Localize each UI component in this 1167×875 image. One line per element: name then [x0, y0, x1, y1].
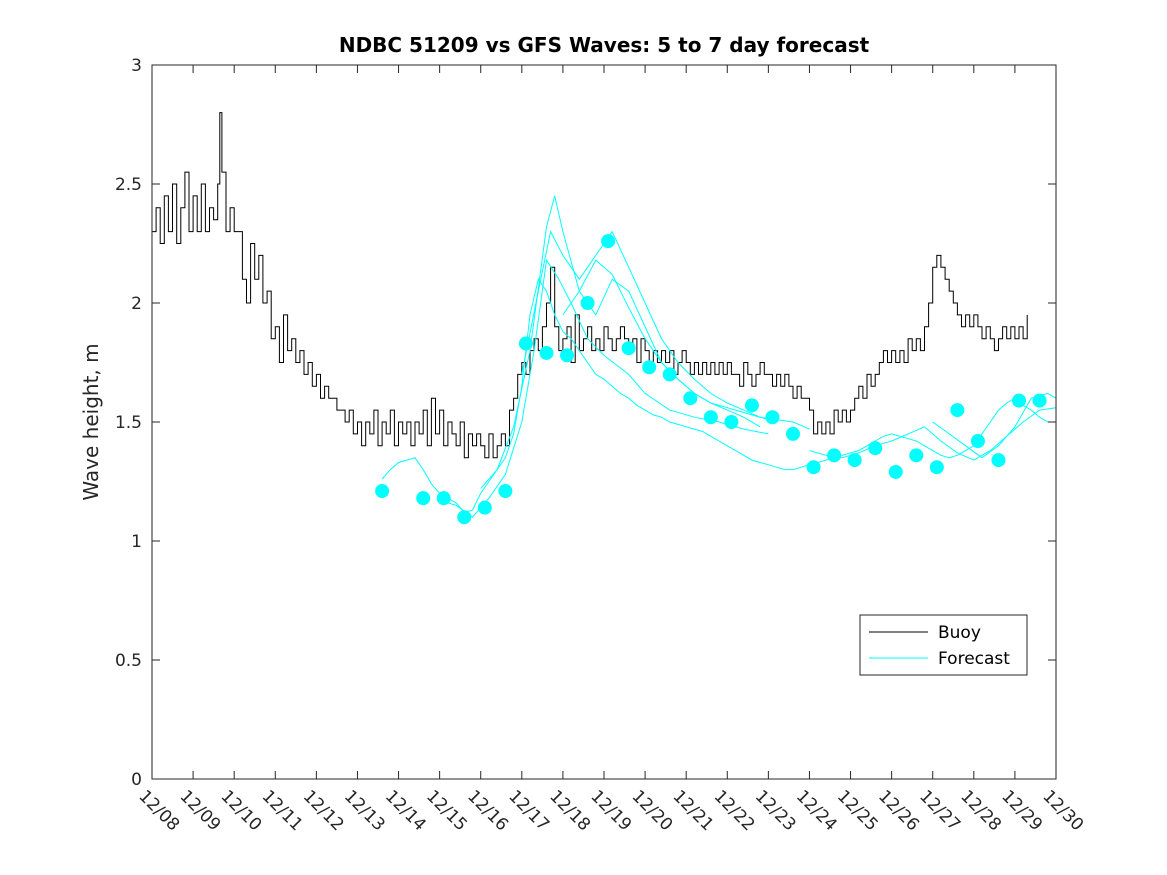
forecast-marker [786, 426, 801, 441]
forecast-markers [375, 234, 1047, 525]
forecast-line [381, 277, 1056, 513]
forecast-marker [991, 453, 1006, 468]
forecast-marker [662, 367, 677, 382]
forecast-marker [539, 345, 554, 360]
y-tick-label: 2 [131, 294, 142, 314]
y-tick-label: 0.5 [115, 651, 142, 671]
forecast-marker [868, 441, 883, 456]
forecast-marker [950, 403, 965, 418]
buoy-series [152, 112, 1028, 459]
forecast-marker [806, 460, 821, 475]
forecast-marker [703, 410, 718, 425]
forecast-marker [457, 510, 472, 525]
forecast-marker [560, 348, 575, 363]
forecast-marker [477, 500, 492, 515]
forecast-line [521, 230, 777, 423]
legend: Buoy Forecast [859, 614, 1028, 676]
forecast-marker [518, 336, 533, 351]
forecast-marker [847, 453, 862, 468]
forecast-marker [436, 491, 451, 506]
legend-forecast-label: Forecast [938, 649, 1010, 669]
forecast-marker [1032, 393, 1047, 408]
y-tick-label: 1 [131, 532, 142, 552]
forecast-marker [683, 391, 698, 406]
forecast-marker [498, 484, 513, 499]
y-tick-label: 0 [131, 770, 142, 790]
forecast-marker [929, 460, 944, 475]
buoy-line [152, 112, 1028, 459]
forecast-marker [375, 484, 390, 499]
y-tick-label: 3 [131, 56, 142, 76]
legend-buoy-label: Buoy [938, 623, 981, 643]
y-tick-label: 2.5 [115, 175, 142, 195]
forecast-marker [621, 341, 636, 356]
y-tick-label: 1.5 [115, 413, 142, 433]
forecast-marker [909, 448, 924, 463]
chart-title: NDBC 51209 vs GFS Waves: 5 to 7 day fore… [339, 33, 870, 57]
forecast-marker [827, 448, 842, 463]
forecast-marker [724, 415, 739, 429]
forecast-marker [1012, 393, 1027, 408]
forecast-marker [744, 398, 759, 413]
forecast-marker [642, 360, 657, 375]
forecast-marker [416, 491, 431, 506]
forecast-marker [970, 434, 985, 449]
legend-box [859, 614, 1028, 676]
forecast-marker [888, 464, 903, 479]
forecast-marker [765, 410, 780, 425]
y-axis: 0 0.5 1 1.5 2 2.5 3 [115, 56, 1056, 790]
y-axis-label: Wave height, m [79, 343, 103, 500]
forecast-marker [601, 234, 616, 249]
forecast-marker [580, 296, 595, 310]
